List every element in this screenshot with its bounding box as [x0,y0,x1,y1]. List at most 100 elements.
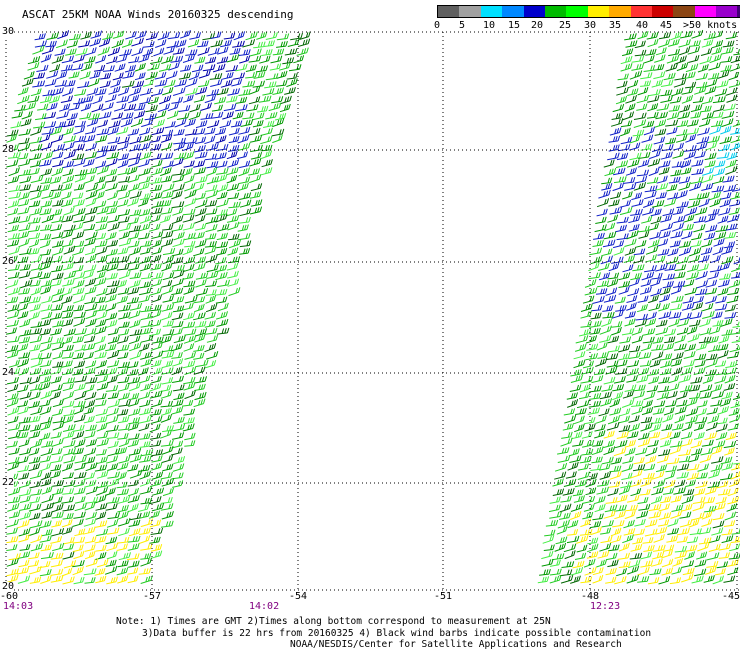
wind-barb [674,264,687,271]
wind-barb [63,224,76,232]
wind-barb [651,143,664,153]
wind-barb [585,352,598,361]
wind-barb [51,54,64,64]
wind-barb [569,455,582,463]
wind-barb [28,167,40,176]
wind-barb [150,143,162,151]
wind-barb [648,303,661,312]
wind-barb [50,312,63,320]
wind-barb [275,79,288,87]
wind-barb [160,152,174,160]
wind-barb [95,134,108,143]
wind-barb [107,440,119,449]
wind-barb [7,392,19,401]
wind-barb [112,72,124,81]
wind-barb [51,528,65,537]
lat-label: 26 [2,256,15,267]
wind-barb [661,144,674,152]
wind-barb [708,534,721,544]
wind-barb [39,261,52,271]
wind-barb [618,280,631,288]
wind-barb [675,190,688,199]
wind-barb [640,143,653,151]
wind-barb [694,559,707,568]
wind-barb [627,565,640,575]
wind-barb [182,311,196,321]
wind-barb [106,527,120,535]
wind-barb [721,56,733,63]
wind-barb [150,177,162,184]
wind-barb [646,177,659,184]
wind-barb [148,223,161,232]
colorbar-swatch [673,6,695,17]
wind-barb [635,447,648,456]
wind-barb [171,320,184,328]
wind-barb [690,447,703,456]
wind-barb [688,384,701,392]
wind-barb [661,558,674,568]
wind-barb [237,142,251,151]
wind-barb [51,215,65,224]
wind-barb [8,447,20,455]
wind-barb [117,167,131,176]
wind-barb [603,510,616,519]
wind-barb [577,471,590,480]
wind-barb [217,46,229,55]
wind-barb [85,190,98,200]
wind-barb [597,351,609,359]
wind-barb [145,32,158,41]
wind-barb [726,151,738,160]
wind-barb [29,279,41,287]
wind-barb [620,63,633,72]
wind-barb [642,336,655,344]
wind-barb [276,70,288,79]
wind-barb [6,376,19,385]
wind-barb [127,543,140,551]
wind-barb [570,374,583,383]
wind-barb [652,336,664,344]
wind-barb [61,239,74,248]
wind-barb [116,295,128,304]
wind-barb [601,384,614,392]
wind-barb [246,104,259,112]
wind-barb [60,182,73,191]
wind-barb [8,431,21,440]
wind-barb [646,31,659,40]
wind-barb [205,189,218,199]
wind-barb [66,40,78,48]
wind-barb [28,239,40,248]
wind-barb [731,336,740,343]
wind-barb [99,80,111,89]
wind-barb [689,311,703,320]
wind-barb [666,256,679,265]
wind-barb [138,415,152,424]
wind-barb [172,358,184,367]
wind-barb [625,40,638,48]
wind-barb [630,469,643,479]
wind-barb [640,416,653,424]
wind-barb [62,488,75,495]
wind-barb [205,215,219,225]
wind-barb [172,463,185,472]
wind-barb [552,488,565,496]
wind-barb [272,118,285,128]
wind-barb [630,208,643,216]
wind-barb [117,344,130,352]
wind-barb [185,49,198,56]
wind-barb [694,150,706,159]
wind-barb [145,71,158,80]
wind-barb [649,568,662,576]
wind-barb [30,358,43,368]
wind-barb [589,327,601,335]
wind-barb [52,151,64,160]
wind-barb [161,351,175,359]
wind-barb [672,207,684,215]
wind-barb [265,111,278,120]
wind-barb [676,536,688,543]
wind-barb [183,381,196,391]
wind-barb [709,254,721,264]
wind-barb [183,334,197,344]
wind-barb [30,352,43,360]
wind-barb [636,510,649,519]
wind-barb [117,352,129,360]
